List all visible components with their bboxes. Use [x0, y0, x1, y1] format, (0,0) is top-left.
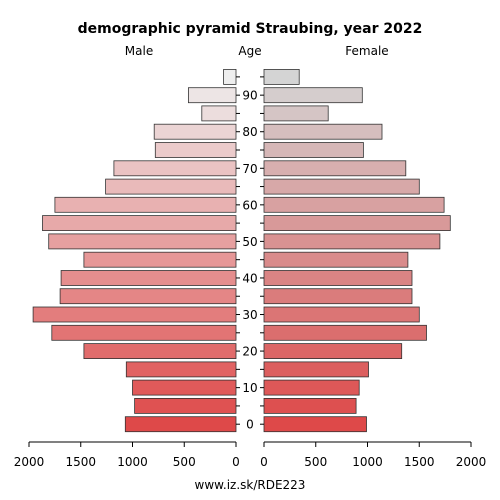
female-x-tick-label: 1500: [404, 455, 435, 469]
female-bar: [263, 270, 413, 286]
female-x-tick-label: 500: [304, 455, 327, 469]
male-bars: [32, 69, 237, 433]
female-bar: [263, 379, 360, 396]
age-tick-label: 90: [242, 89, 257, 103]
male-bar: [125, 361, 237, 378]
male-x-tick-label: 1500: [65, 455, 96, 469]
male-bar: [223, 69, 237, 85]
female-bar: [263, 288, 413, 305]
male-bar: [187, 87, 237, 104]
age-tick-label: 50: [242, 235, 257, 249]
age-tick-label: 10: [242, 381, 257, 395]
female-bar: [263, 215, 451, 232]
male-x-tick-label: 1000: [117, 455, 148, 469]
age-tick-label: 20: [242, 345, 257, 359]
female-label: Female: [345, 44, 388, 58]
male-bar: [201, 105, 237, 122]
female-bar: [263, 343, 403, 360]
age-tick-label: 60: [242, 198, 257, 212]
male-bar: [105, 178, 237, 195]
female-bar: [263, 361, 369, 378]
female-x-tick-label: 0: [260, 455, 268, 469]
female-bars: [263, 69, 451, 433]
age-label: Age: [238, 44, 261, 58]
male-label: Male: [125, 44, 153, 58]
source-footer: www.iz.sk/RDE223: [195, 478, 306, 492]
female-bar: [263, 160, 407, 177]
male-bar: [124, 416, 237, 433]
male-bar: [48, 233, 237, 250]
male-bar: [83, 343, 237, 360]
age-tick-label: 0: [246, 418, 254, 432]
male-bar: [113, 160, 237, 177]
male-bar: [134, 397, 237, 414]
male-bar: [32, 306, 237, 323]
male-bar: [51, 324, 237, 341]
male-x-tick-label: 2000: [14, 455, 45, 469]
female-bar: [263, 87, 363, 104]
female-bar: [263, 178, 420, 195]
female-bar: [263, 324, 427, 341]
male-bar: [132, 379, 237, 396]
female-bar: [263, 251, 409, 268]
male-bar: [60, 270, 237, 286]
female-bar: [263, 306, 420, 323]
chart-title: demographic pyramid Straubing, year 2022: [78, 21, 423, 37]
female-x-tick-label: 2000: [456, 455, 487, 469]
age-tick-label: 70: [242, 162, 257, 176]
male-bar: [59, 288, 237, 305]
male-x-tick-label: 500: [173, 455, 196, 469]
male-bar: [153, 123, 237, 140]
male-bar: [83, 251, 237, 268]
female-bar: [263, 397, 357, 414]
female-bar: [263, 416, 367, 433]
female-bar: [263, 69, 300, 85]
axes: 0 10 20 30 40 50 60 70 80 90 0 0 500 500 1000 1000 1500 1…: [14, 76, 487, 469]
female-x-tick-label: 1000: [352, 455, 383, 469]
age-tick-label: 40: [242, 272, 257, 286]
female-bar: [263, 142, 364, 158]
female-bar: [263, 233, 441, 250]
female-bar: [263, 196, 445, 213]
female-bar: [263, 123, 383, 140]
male-bar: [154, 142, 237, 158]
male-bar: [42, 215, 237, 232]
female-bar: [263, 105, 329, 122]
age-tick-label: 30: [242, 308, 257, 322]
age-tick-label: 80: [242, 125, 257, 139]
male-x-tick-label: 0: [232, 455, 240, 469]
male-bar: [54, 196, 237, 213]
